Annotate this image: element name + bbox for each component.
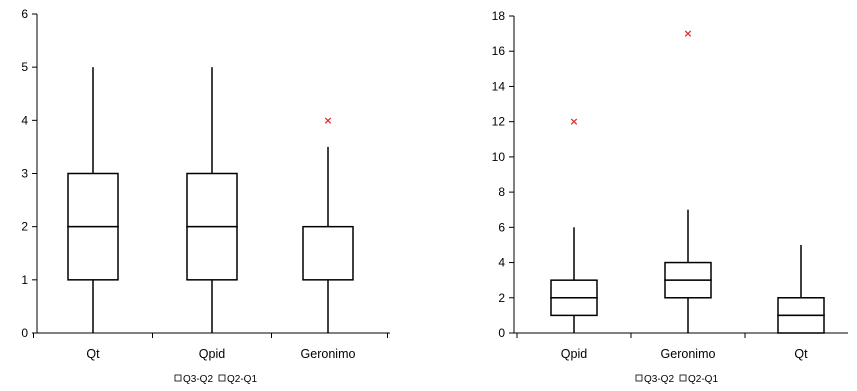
box-qt	[777, 244, 825, 334]
y-tick-label: 12	[492, 115, 506, 129]
y-tick-label: 2	[498, 291, 505, 305]
box-qpid: ×	[550, 115, 598, 333]
legend-swatch	[174, 374, 182, 382]
legend-label: Q2-Q1	[227, 374, 257, 385]
box-upper-q3-q2	[664, 261, 712, 281]
y-tick-label: 0	[498, 326, 505, 340]
box-lower-q2-q1	[67, 225, 119, 281]
x-category-label: Geronimo	[301, 347, 356, 361]
legend-swatch	[679, 374, 687, 382]
y-tick-label: 0	[21, 326, 28, 340]
y-tick-label: 6	[21, 7, 28, 21]
y-tick-label: 1	[21, 273, 28, 287]
legend-swatch	[635, 374, 643, 382]
box-lower-q2-q1	[302, 225, 354, 281]
box-geronimo: ×	[664, 27, 712, 333]
legend-swatch	[218, 374, 226, 382]
y-tick-label: 16	[492, 44, 506, 58]
y-tick-label: 18	[492, 9, 506, 23]
y-tick-label: 14	[492, 79, 506, 93]
y-tick-label: 8	[498, 185, 505, 199]
x-category-label: Qpid	[561, 347, 587, 361]
box-lower-q2-q1	[664, 279, 712, 299]
y-tick-label: 6	[498, 220, 505, 234]
box-qt	[67, 67, 119, 333]
box-upper-q3-q2	[186, 172, 238, 228]
box-upper-q3-q2	[67, 172, 119, 228]
y-tick-label: 10	[492, 150, 506, 164]
box-upper-q3-q2	[550, 279, 598, 299]
y-tick-label: 4	[21, 113, 28, 127]
legend-label: Q3-Q2	[183, 374, 213, 385]
legend-label: Q3-Q2	[644, 374, 674, 385]
x-category-label: Qt	[794, 347, 808, 361]
boxplot-left: 0 1 2 3 4 5 6 Qt Qpid × Geronimo Q3-Q2 Q2-Q1	[21, 7, 390, 385]
box-qpid	[186, 67, 238, 333]
outlier-marker: ×	[323, 114, 332, 127]
box-upper-q3-q2	[777, 297, 825, 317]
box-geronimo: ×	[302, 114, 354, 333]
y-tick-label: 4	[498, 256, 505, 270]
legend-label: Q2-Q1	[688, 374, 718, 385]
box-lower-q2-q1	[777, 314, 825, 334]
x-category-label: Geronimo	[661, 347, 716, 361]
box-lower-q2-q1	[186, 225, 238, 281]
x-category-label: Qpid	[199, 347, 225, 361]
x-category-label: Qt	[86, 347, 100, 361]
legend: Q3-Q2 Q2-Q1	[174, 374, 257, 385]
outlier-marker: ×	[683, 27, 692, 40]
legend: Q3-Q2 Q2-Q1	[635, 374, 718, 385]
y-tick-label: 2	[21, 220, 28, 234]
boxplot-right: 0 2 4 6 8 10 12 14 16 18 × Qpid × Geronimo Qt Q3-Q2 Q2-Q…	[492, 9, 848, 385]
y-tick-label: 3	[21, 167, 28, 181]
box-lower-q2-q1	[550, 297, 598, 317]
outlier-marker: ×	[569, 115, 578, 128]
y-tick-label: 5	[21, 60, 28, 74]
